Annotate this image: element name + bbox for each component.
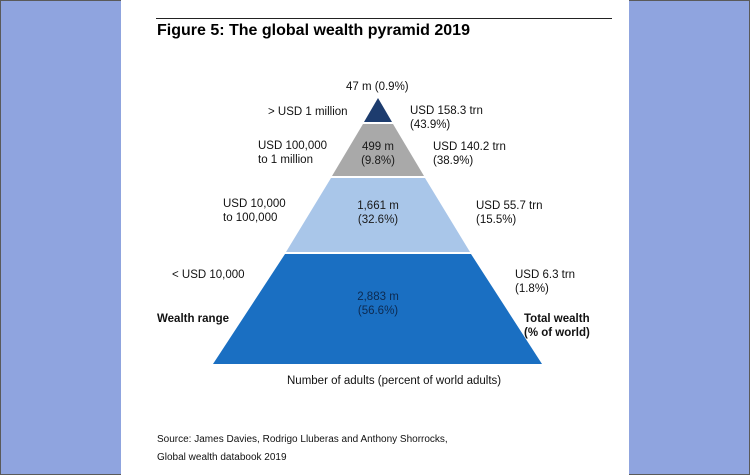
adults-label-tier-2-line1: 499 m: [362, 141, 394, 153]
adults-label-tier-4-line2: (56.6%): [357, 305, 399, 317]
adults-label-tier-2: 499 m (9.8%): [348, 140, 408, 168]
adults-label-tier-2-line2: (9.8%): [361, 155, 395, 167]
range-label-tier-2-line2: to 1 million: [258, 154, 313, 166]
total-wealth-heading: Total wealth (% of world): [524, 312, 590, 340]
wealth-label-tier-1-line2: (43.9%): [410, 119, 451, 131]
pyramid-tier-upper: [332, 124, 424, 176]
title-rule: [156, 18, 612, 19]
wealth-label-tier-4-line1: USD 6.3 trn: [515, 269, 576, 281]
adults-label-tier-4: 2,883 m (56.6%): [343, 290, 413, 318]
axis-caption: Number of adults (percent of world adult…: [287, 375, 502, 387]
wealth-label-tier-3-line2: (15.5%): [476, 214, 517, 226]
pyramid-tier-top: [364, 98, 392, 122]
wealth-label-tier-3: USD 55.7 trn (15.5%): [476, 199, 542, 227]
source-line-1: Source: James Davies, Rodrigo Lluberas a…: [157, 434, 448, 445]
wealth-label-tier-1: USD 158.3 trn (43.9%): [410, 104, 483, 132]
wealth-label-tier-4: USD 6.3 trn (1.8%): [515, 268, 575, 296]
wealth-label-tier-4-line2: (1.8%): [515, 283, 549, 295]
range-label-tier-3-line2: to 100,000: [223, 212, 278, 224]
wealth-label-tier-3-line1: USD 55.7 trn: [476, 200, 543, 212]
adults-label-tier-3-line1: 1,661 m: [357, 200, 399, 212]
adults-label-tier-3: 1,661 m (32.6%): [343, 199, 413, 227]
pyramid-tier-middle: [286, 178, 470, 252]
figure-title: Figure 5: The global wealth pyramid 2019: [157, 22, 470, 39]
range-label-tier-2-line1: USD 100,000: [258, 140, 328, 152]
range-label-tier-3-line1: USD 10,000: [223, 198, 286, 210]
wealth-label-tier-2: USD 140.2 trn (38.9%): [433, 140, 506, 168]
top-tier-adults-label: 47 m (0.9%): [346, 81, 409, 93]
range-label-tier-4: < USD 10,000: [172, 269, 245, 281]
total-wealth-heading-line1: Total wealth: [524, 313, 590, 325]
adults-label-tier-3-line2: (32.6%): [357, 214, 399, 226]
source-line-2: Global wealth databook 2019: [157, 452, 287, 463]
wealth-label-tier-2-line1: USD 140.2 trn: [433, 141, 506, 153]
wealth-label-tier-1-line1: USD 158.3 trn: [410, 105, 483, 117]
range-label-tier-2: USD 100,000 to 1 million: [258, 139, 327, 167]
wealth-range-heading: Wealth range: [157, 313, 229, 325]
adults-label-tier-4-line1: 2,883 m: [357, 291, 399, 303]
range-label-tier-1: > USD 1 million: [268, 106, 348, 118]
pyramid-tier-base: [213, 254, 542, 364]
range-label-tier-3: USD 10,000 to 100,000: [223, 197, 286, 225]
wealth-label-tier-2-line2: (38.9%): [433, 155, 474, 167]
total-wealth-heading-line2: (% of world): [524, 327, 590, 339]
